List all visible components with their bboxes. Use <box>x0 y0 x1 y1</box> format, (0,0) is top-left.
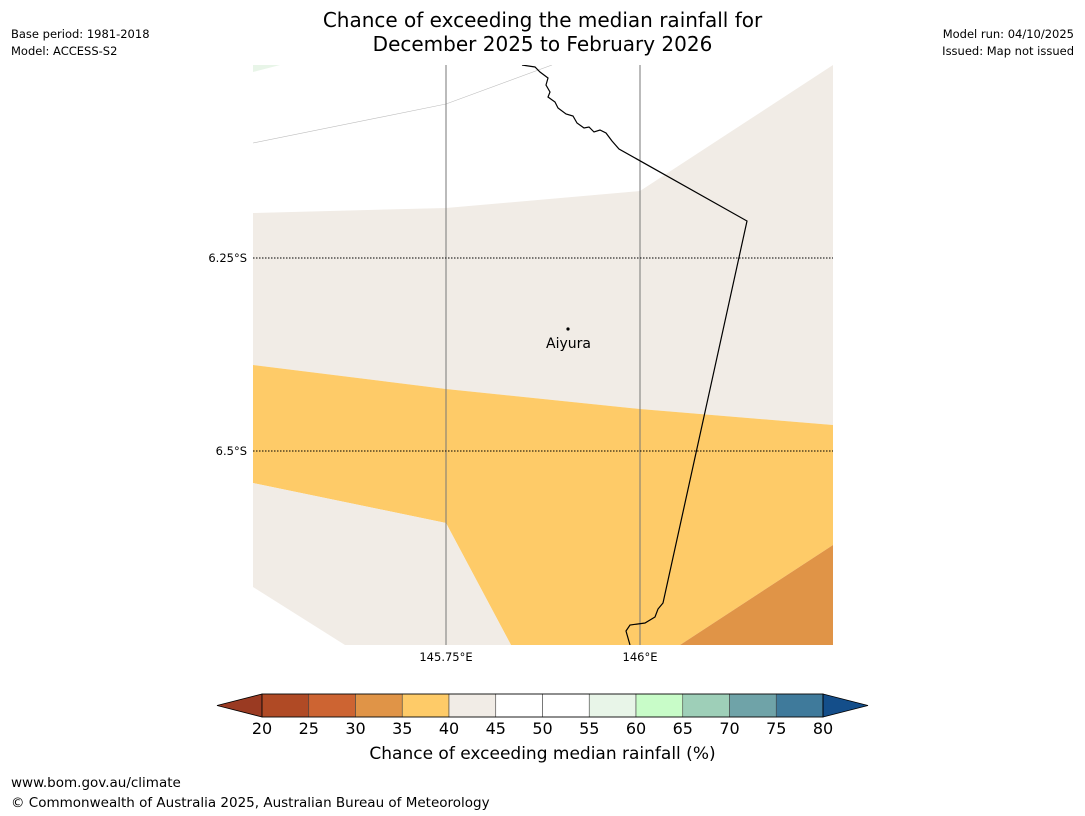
lat-label-6-5: 6.5°S <box>215 444 247 458</box>
colorbar-segment <box>542 693 590 718</box>
colorbar-tick-label: 75 <box>766 719 787 738</box>
colorbar-segment <box>495 693 543 718</box>
region-30-35 <box>680 545 833 645</box>
map-title: Chance of exceeding the median rainfall … <box>0 8 1085 56</box>
colorbar-tick-label: 30 <box>345 719 366 738</box>
colorbar-segment <box>682 693 730 718</box>
region-near-median-north <box>253 65 833 425</box>
model-run-text: Model run: 04/10/2025 <box>942 27 1074 41</box>
lat-label-6-25: 6.25°S <box>208 251 247 265</box>
location-marker <box>566 327 570 331</box>
colorbar-outline <box>261 693 824 718</box>
colorbar-segment <box>401 693 450 718</box>
model-text: Model: ACCESS-S2 <box>11 44 118 58</box>
metadata-left: Base period: 1981-2018 Model: ACCESS-S2 <box>11 26 150 60</box>
colorbar-under-arrow <box>216 693 263 718</box>
map-title-line2: December 2025 to February 2026 <box>372 32 713 56</box>
issued-text: Issued: Map not issued <box>942 44 1074 58</box>
colorbar-segment <box>261 693 310 718</box>
colorbar-tick-label: 35 <box>392 719 413 738</box>
colorbar-segment <box>729 693 777 718</box>
footer-copyright: © Commonwealth of Australia 2025, Austra… <box>11 795 490 811</box>
colorbar-tick-label: 45 <box>485 719 506 738</box>
lon-label-145-75: 145.75°E <box>419 650 473 664</box>
lon-label-146: 146°E <box>622 650 658 664</box>
place-label-aiyura: Aiyura <box>546 336 591 352</box>
map-title-line1: Chance of exceeding the median rainfall … <box>322 8 763 32</box>
colorbar-segment <box>308 693 356 718</box>
colorbar-tick-label: 25 <box>298 719 319 738</box>
region-60-65 <box>253 65 280 72</box>
colorbar-segment <box>635 693 684 718</box>
footer-url: www.bom.gov.au/climate <box>11 775 181 791</box>
colorbar-segment <box>775 693 824 718</box>
colorbar-segment <box>588 693 637 718</box>
colorbar-segment <box>448 693 497 718</box>
colorbar-tick-label: 50 <box>532 719 553 738</box>
map-area <box>253 65 833 645</box>
metadata-right: Model run: 04/10/2025 Issued: Map not is… <box>942 26 1074 60</box>
colorbar-tick-label: 65 <box>672 719 693 738</box>
colorbar-tick-label: 70 <box>719 719 740 738</box>
base-period-text: Base period: 1981-2018 <box>11 27 150 41</box>
colorbar-tick-label: 20 <box>251 719 273 738</box>
province-boundary <box>521 65 748 645</box>
colorbar-segment <box>355 693 403 718</box>
colorbar-tick-label: 60 <box>625 719 647 738</box>
colorbar-label: Chance of exceeding median rainfall (%) <box>369 744 716 764</box>
colorbar-tick-label: 40 <box>438 719 460 738</box>
region-35-40 <box>253 365 833 645</box>
colorbar-tick-label: 55 <box>579 719 600 738</box>
colorbar-over-arrow <box>822 693 869 718</box>
colorbar-tick-label: 80 <box>812 719 834 738</box>
